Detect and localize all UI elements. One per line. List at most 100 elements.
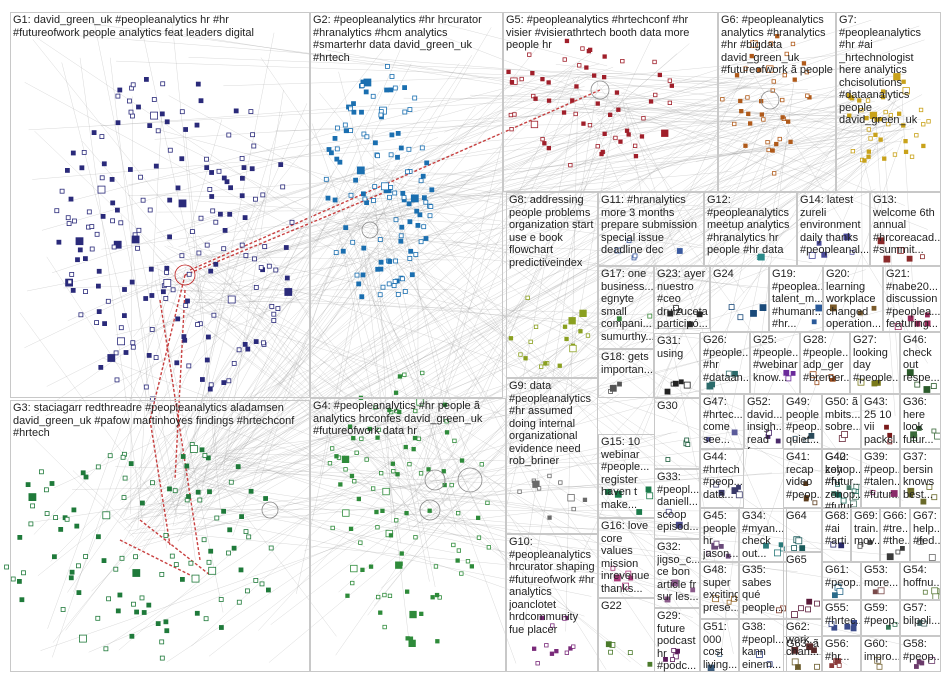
node (391, 283, 397, 289)
edge (185, 119, 223, 246)
node (588, 47, 593, 52)
node (354, 450, 359, 455)
node (261, 340, 266, 346)
node (343, 467, 348, 472)
node (380, 508, 385, 514)
node (94, 320, 99, 326)
node (557, 363, 562, 368)
node (395, 291, 401, 297)
edge (171, 21, 221, 510)
node (388, 152, 394, 158)
node (159, 111, 165, 117)
node (163, 295, 169, 301)
node (280, 184, 286, 190)
node (119, 555, 125, 561)
node (252, 256, 257, 262)
self-loop (261, 501, 279, 519)
edge (156, 167, 374, 234)
node (846, 485, 852, 491)
node (388, 184, 394, 190)
node (874, 117, 879, 122)
node (399, 224, 405, 230)
node (667, 78, 672, 83)
node (926, 483, 933, 490)
edge (72, 470, 133, 528)
node (653, 92, 658, 98)
node (178, 199, 187, 208)
edge (154, 92, 903, 140)
node (765, 139, 770, 145)
node (610, 565, 616, 571)
node (378, 112, 384, 118)
edge (389, 190, 719, 452)
edge (671, 103, 858, 423)
node (533, 96, 538, 101)
group-label: G7: #peopleanalytics #hr #ai _hrtechnolo… (839, 14, 921, 126)
node (851, 620, 857, 626)
node (129, 279, 135, 285)
edge (173, 462, 365, 547)
group-panel-g61: G61: #peop... (822, 562, 861, 600)
node (671, 648, 677, 653)
edge (191, 124, 755, 647)
node (627, 650, 633, 655)
node (169, 553, 175, 559)
node (888, 113, 893, 118)
edge (46, 101, 613, 387)
node (916, 659, 922, 665)
node (218, 597, 224, 602)
node (897, 246, 904, 254)
node (72, 218, 77, 224)
node (427, 213, 433, 219)
node (869, 111, 878, 120)
node (231, 545, 237, 551)
node (766, 429, 772, 436)
node (241, 165, 247, 171)
node (683, 381, 691, 389)
node (743, 143, 748, 148)
node (250, 132, 256, 138)
node (364, 457, 369, 462)
node (736, 484, 741, 490)
node (757, 67, 762, 73)
edge (67, 63, 600, 202)
node (113, 350, 119, 356)
node (97, 185, 106, 194)
node (136, 104, 141, 110)
edge (363, 141, 703, 198)
node (284, 288, 293, 296)
node (28, 521, 34, 527)
node (397, 409, 402, 415)
edge (118, 69, 792, 651)
node (821, 251, 828, 258)
node (539, 615, 544, 621)
node (921, 122, 926, 127)
node (359, 436, 364, 441)
node (378, 470, 384, 476)
node (546, 80, 551, 85)
edge (341, 237, 893, 476)
node (174, 360, 180, 366)
group-label: G12: #peopleanalytics meetup analytics #… (707, 194, 790, 256)
node (348, 192, 354, 198)
node (80, 470, 86, 476)
node (364, 134, 370, 140)
node (372, 140, 378, 146)
group-panel-g55: G55: #hrtec... (822, 600, 861, 636)
node (384, 87, 390, 93)
node (750, 40, 758, 48)
edge (138, 347, 429, 519)
node (780, 546, 786, 552)
node (75, 237, 84, 246)
node (423, 236, 429, 241)
node (828, 373, 834, 379)
group-label: G38: #peopl... kann einem... (742, 621, 785, 671)
node (568, 162, 573, 168)
node (828, 621, 835, 627)
edge (362, 167, 485, 177)
node (323, 176, 329, 182)
node (175, 185, 181, 191)
edge (178, 259, 711, 635)
node (327, 461, 333, 466)
node (921, 143, 926, 149)
